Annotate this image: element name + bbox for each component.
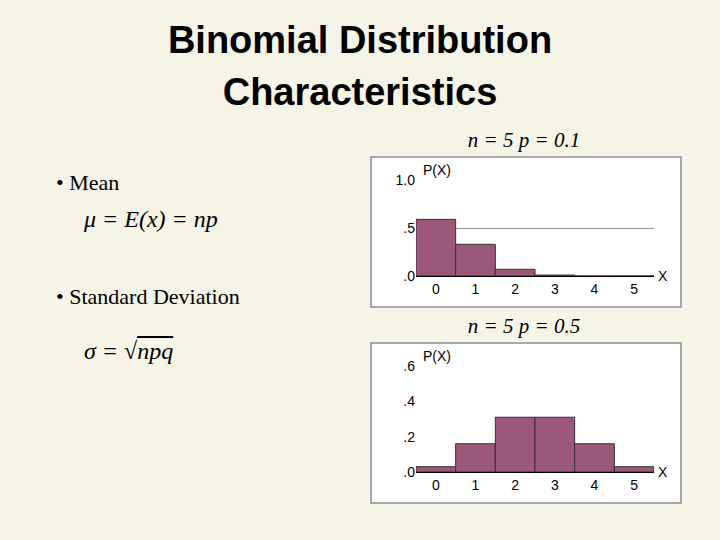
svg-text:X: X <box>658 268 668 284</box>
html-text:μ = E(x) = np: μ = E(x) = np <box>84 206 218 232</box>
svg-text:.6: .6 <box>403 358 415 374</box>
svg-text:1: 1 <box>472 477 480 493</box>
svg-text:.2: .2 <box>403 429 415 445</box>
svg-text:.0: .0 <box>403 464 415 480</box>
svg-text:0: 0 <box>432 477 440 493</box>
svg-text:2: 2 <box>511 477 519 493</box>
svg-text:3: 3 <box>551 281 559 297</box>
svg-text:.0: .0 <box>403 268 415 284</box>
svg-text:0: 0 <box>432 281 440 297</box>
html-text:n = 5 p = 0.5: n = 5 p = 0.5 <box>467 314 581 338</box>
svg-text:4: 4 <box>591 281 599 297</box>
html-text:n = 5 p = 0.1: n = 5 p = 0.1 <box>467 128 581 152</box>
svg-text:.5: .5 <box>403 220 415 236</box>
svg-text:.4: .4 <box>403 393 415 409</box>
svg-text:3: 3 <box>551 477 559 493</box>
svg-text:P(X): P(X) <box>423 162 451 178</box>
html-text:• Mean: • Mean <box>56 170 120 195</box>
svg-text:5: 5 <box>630 281 638 297</box>
svg-text:1: 1 <box>472 281 480 297</box>
html-text:• Standard Deviation: • Standard Deviation <box>56 284 240 309</box>
html-text:σ = √ npq: σ = √ npq <box>84 338 174 364</box>
html-text:Binomial Distribution Characte: Binomial Distribution Characteristics <box>167 19 553 113</box>
svg-text:P(X): P(X) <box>423 348 451 364</box>
svg-text:1.0: 1.0 <box>396 172 416 188</box>
svg-text:X: X <box>658 464 668 480</box>
svg-text:5: 5 <box>630 477 638 493</box>
svg-text:4: 4 <box>591 477 599 493</box>
svg-text:2: 2 <box>511 281 519 297</box>
